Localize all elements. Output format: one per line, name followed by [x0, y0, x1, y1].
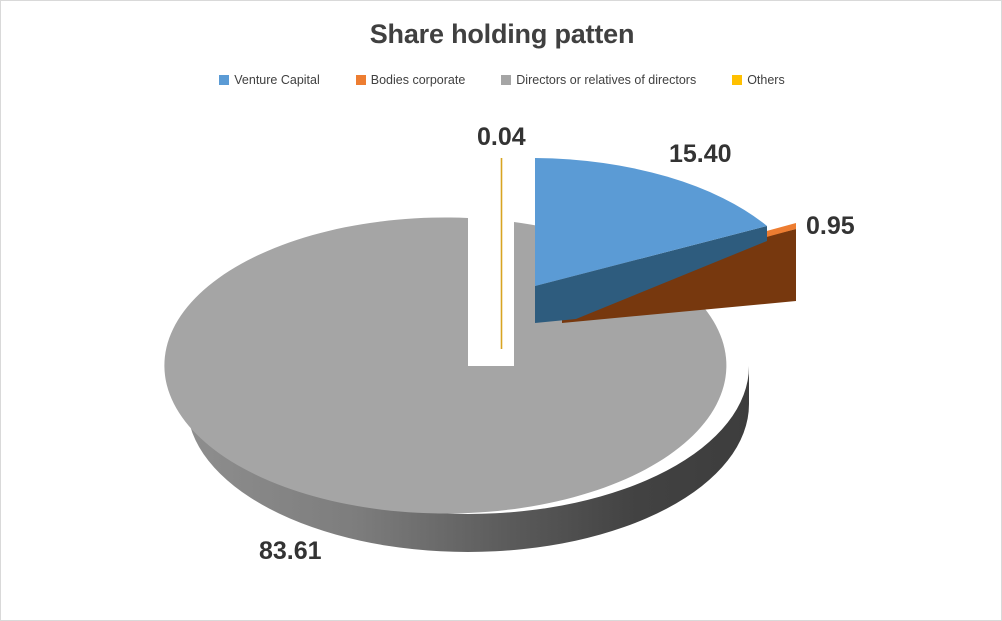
legend-item-directors[interactable]: Directors or relatives of directors — [501, 73, 696, 87]
legend-swatch-icon — [219, 75, 230, 85]
data-label-bodies-corporate: 0.95 — [806, 212, 855, 240]
legend-item-others[interactable]: Others — [732, 73, 785, 87]
data-label-venture-capital: 15.40 — [669, 140, 732, 168]
chart-title: Share holding patten — [369, 19, 635, 49]
pie-slice-venture-top — [535, 158, 767, 286]
data-label-others: 0.04 — [477, 123, 526, 151]
legend-swatch-icon — [501, 75, 512, 85]
pie-slice-venture-capital[interactable] — [535, 158, 767, 323]
legend-swatch-icon — [355, 75, 366, 85]
legend-label: Venture Capital — [234, 73, 320, 87]
chart-legend: Venture Capital Bodies corporate Directo… — [1, 73, 1001, 87]
legend-label: Directors or relatives of directors — [516, 73, 697, 87]
pie-slice-venture-side — [535, 226, 767, 323]
legend-label: Bodies corporate — [370, 73, 466, 87]
legend-swatch-icon — [732, 75, 743, 85]
pie-slice-directors-side — [187, 366, 749, 552]
data-label-directors: 83.61 — [259, 537, 322, 565]
legend-item-bodies-corporate[interactable]: Bodies corporate — [355, 73, 466, 87]
legend-label: Others — [747, 73, 785, 87]
legend-item-venture-capital[interactable]: Venture Capital — [219, 73, 320, 87]
